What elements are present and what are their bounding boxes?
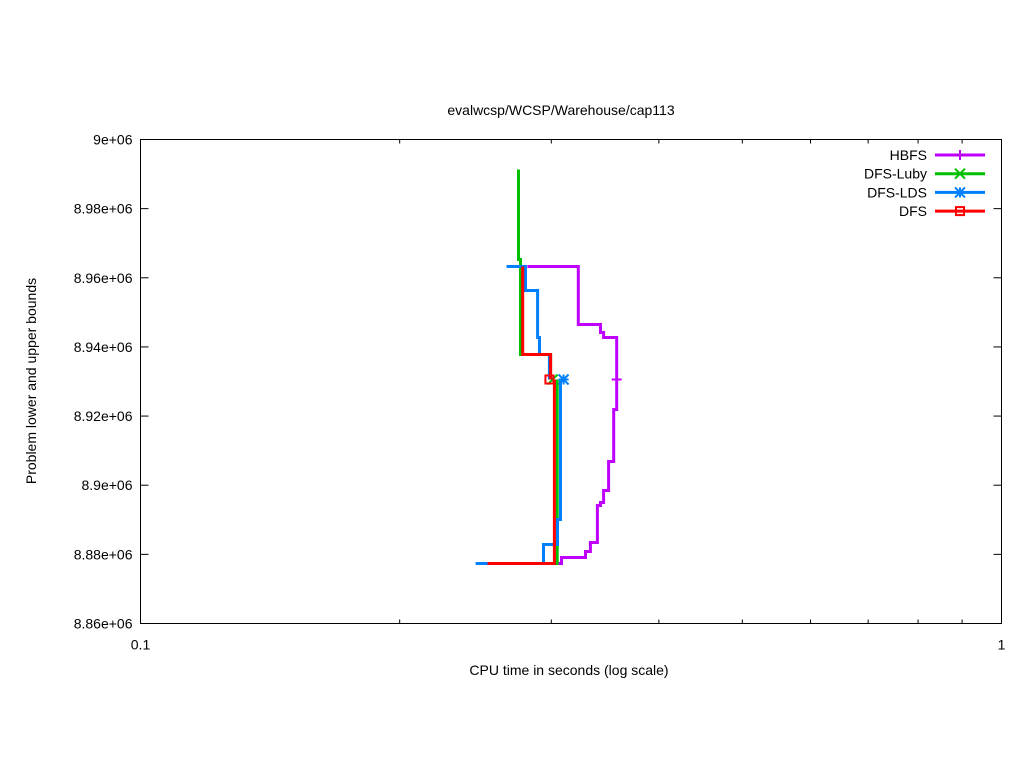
lower-bound-line [475, 379, 562, 565]
series-dfs [487, 266, 556, 565]
lower-bound-line [525, 379, 559, 565]
legend-marker [955, 150, 965, 160]
marker-stroke [954, 167, 966, 180]
legend-label: DFS [899, 203, 927, 219]
legend-marker [955, 206, 965, 217]
series-layer [475, 169, 622, 565]
y-tick-label: 8.98e+06 [74, 201, 133, 217]
x-axis-label: CPU time in seconds (log scale) [469, 662, 668, 678]
y-tick-label: 8.96e+06 [74, 270, 133, 286]
legend-marker [954, 167, 966, 180]
y-tick-label: 8.88e+06 [74, 546, 133, 562]
legend-label: DFS-Luby [864, 166, 927, 182]
final-point-marker [544, 374, 555, 385]
marker-stroke [544, 374, 555, 385]
y-tick-label: 8.94e+06 [74, 339, 133, 355]
y-tick-label: 8.86e+06 [74, 616, 133, 632]
x-tick-label: 0.1 [131, 637, 151, 653]
legend-marker [954, 186, 966, 199]
final-point-marker [557, 373, 570, 386]
lower-bound-line [487, 379, 619, 565]
upper-bound-line [506, 265, 551, 380]
final-point-marker [611, 374, 622, 385]
upper-bound-line [521, 266, 553, 380]
upper-bound-line [527, 265, 619, 380]
lower-bound-line [487, 379, 556, 565]
marker-stroke [955, 206, 965, 217]
legend-label: HBFS [890, 147, 927, 163]
y-tick-label: 9e+06 [93, 132, 133, 148]
y-axis-label: Problem lower and upper bounds [23, 278, 39, 484]
axes: 8.86e+06 8.88e+06 8.9e+06 8.92e+06 8.94e+06 8… [74, 132, 1006, 653]
plot-border [140, 139, 1002, 624]
y-tick-label: 8.9e+06 [82, 477, 133, 493]
legend-label: DFS-LDS [867, 184, 927, 200]
chart-title: evalwcsp/WCSP/Warehouse/cap113 [447, 102, 674, 118]
legend: HBFS DFS-Luby DFS-LDS DFS [864, 147, 985, 219]
y-tick-label: 8.92e+06 [74, 408, 133, 424]
series-hbfs [487, 265, 622, 565]
x-tick-label: 1 [998, 637, 1006, 653]
